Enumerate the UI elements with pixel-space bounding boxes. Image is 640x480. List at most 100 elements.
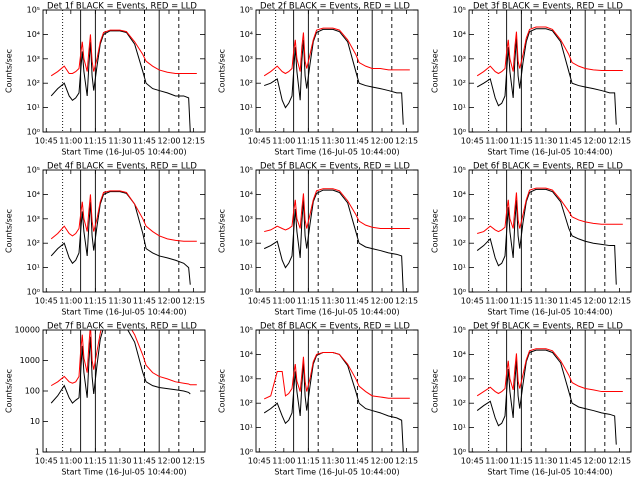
x-tick-label: 12:00 (583, 457, 606, 466)
plot-frame (42, 329, 206, 453)
y-axis-label: Counts/sec (5, 209, 14, 253)
y-tick-label: 10⁵ (453, 326, 466, 335)
series-line (264, 28, 404, 125)
y-tick-label: 10³ (453, 374, 466, 383)
x-tick-label: 11:00 (485, 457, 508, 466)
y-axis-label: Counts/sec (218, 369, 227, 413)
y-tick-label: 10³ (27, 54, 40, 63)
y-axis-label: Counts/sec (431, 369, 440, 413)
y-tick-label: 10¹ (240, 423, 253, 432)
x-tick-label: 12:15 (608, 457, 631, 466)
x-axis-label: Start Time (16-Jul-05 10:44:00) (274, 468, 399, 477)
plot-frame (255, 329, 419, 453)
x-tick-label: 12:15 (395, 457, 418, 466)
y-tick-label: 10¹ (453, 423, 466, 432)
series-line (476, 349, 617, 445)
x-tick-label: 11:30 (534, 297, 557, 306)
y-tick-label: 100 (25, 387, 40, 396)
x-axis-label: Start Time (16-Jul-05 10:44:00) (61, 468, 186, 477)
series-line (476, 348, 623, 397)
x-tick-label: 12:00 (583, 137, 606, 146)
y-tick-label: 10⁴ (240, 350, 253, 359)
x-tick-label: 12:15 (182, 137, 205, 146)
y-tick-label: 10 (30, 417, 40, 426)
x-tick-label: 11:30 (108, 137, 131, 146)
x-tick-label: 12:15 (182, 457, 205, 466)
panel: Det 8f BLACK = Events, RED = LLD Start Ti… (218, 322, 419, 477)
x-tick-label: 11:30 (321, 297, 344, 306)
plot-frame (468, 329, 632, 453)
x-tick-label: 11:00 (59, 297, 82, 306)
x-tick-label: 12:15 (395, 297, 418, 306)
y-tick-label: 10³ (27, 214, 40, 223)
plot-frame (468, 169, 632, 293)
series-line (263, 189, 404, 292)
x-tick-label: 10:45 (461, 137, 484, 146)
x-tick-label: 11:45 (346, 297, 369, 306)
y-tick-label: 10³ (240, 374, 253, 383)
y-tick-label: 10² (240, 79, 253, 88)
series-line (477, 187, 623, 234)
y-tick-label: 10³ (453, 54, 466, 63)
x-tick-label: 11:30 (534, 137, 557, 146)
y-tick-label: 10⁰ (27, 288, 40, 297)
x-tick-label: 11:30 (321, 457, 344, 466)
x-tick-label: 10:45 (461, 457, 484, 466)
y-tick-label: 10⁰ (240, 128, 253, 137)
y-tick-label: 10⁴ (453, 350, 466, 359)
y-tick-label: 10⁰ (453, 288, 466, 297)
chart-title: Det 3f BLACK = Events, RED = LLD (473, 2, 623, 12)
x-axis-label: Start Time (16-Jul-05 10:44:00) (487, 308, 612, 317)
y-tick-label: 10⁴ (240, 30, 253, 39)
x-tick-label: 12:00 (370, 137, 393, 146)
x-tick-label: 12:00 (370, 457, 393, 466)
y-tick-label: 10³ (240, 214, 253, 223)
y-tick-label: 10¹ (27, 263, 40, 272)
y-tick-label: 10¹ (240, 103, 253, 112)
x-tick-label: 11:00 (485, 137, 508, 146)
x-tick-label: 12:00 (370, 297, 393, 306)
y-axis-label: Counts/sec (5, 49, 14, 93)
x-tick-label: 11:00 (59, 457, 82, 466)
panel: Det 5f BLACK = Events, RED = LLD Start Ti… (218, 162, 419, 317)
x-tick-label: 12:15 (608, 297, 631, 306)
y-tick-label: 10² (453, 79, 466, 88)
series-line (50, 191, 191, 285)
panel: Det 2f BLACK = Events, RED = LLD Start Ti… (218, 2, 419, 157)
panel: Det 4f BLACK = Events, RED = LLD Start Ti… (5, 162, 206, 317)
y-tick-label: 10² (453, 239, 466, 248)
panel: Det 9f BLACK = Events, RED = LLD Start Ti… (431, 322, 632, 477)
x-tick-label: 11:00 (272, 457, 295, 466)
x-tick-label: 11:15 (84, 457, 107, 466)
x-tick-label: 11:15 (297, 137, 320, 146)
y-tick-label: 10² (240, 239, 253, 248)
x-tick-label: 11:30 (108, 297, 131, 306)
y-tick-label: 10⁵ (453, 166, 466, 175)
x-axis-label: Start Time (16-Jul-05 10:44:00) (274, 148, 399, 157)
y-tick-label: 10¹ (27, 103, 40, 112)
x-tick-label: 11:45 (133, 457, 156, 466)
x-tick-label: 10:45 (248, 297, 271, 306)
series-line (263, 351, 410, 400)
y-tick-label: 10⁴ (27, 30, 40, 39)
chart-title: Det 4f BLACK = Events, RED = LLD (47, 162, 197, 172)
x-tick-label: 11:45 (133, 297, 156, 306)
x-axis-label: Start Time (16-Jul-05 10:44:00) (61, 308, 186, 317)
series-line (50, 29, 197, 77)
x-tick-label: 11:30 (108, 457, 131, 466)
x-tick-label: 11:15 (84, 297, 107, 306)
y-tick-label: 10² (27, 239, 40, 248)
x-tick-label: 11:45 (346, 137, 369, 146)
y-axis-label: Counts/sec (431, 49, 440, 93)
x-tick-label: 11:30 (534, 457, 557, 466)
x-tick-label: 11:45 (346, 457, 369, 466)
series-line (50, 330, 197, 387)
y-tick-label: 1 (35, 448, 40, 457)
x-tick-label: 11:15 (297, 457, 320, 466)
x-tick-label: 11:30 (321, 137, 344, 146)
y-tick-label: 10⁵ (240, 6, 253, 15)
y-tick-label: 10⁰ (240, 288, 253, 297)
y-tick-label: 10² (27, 79, 40, 88)
